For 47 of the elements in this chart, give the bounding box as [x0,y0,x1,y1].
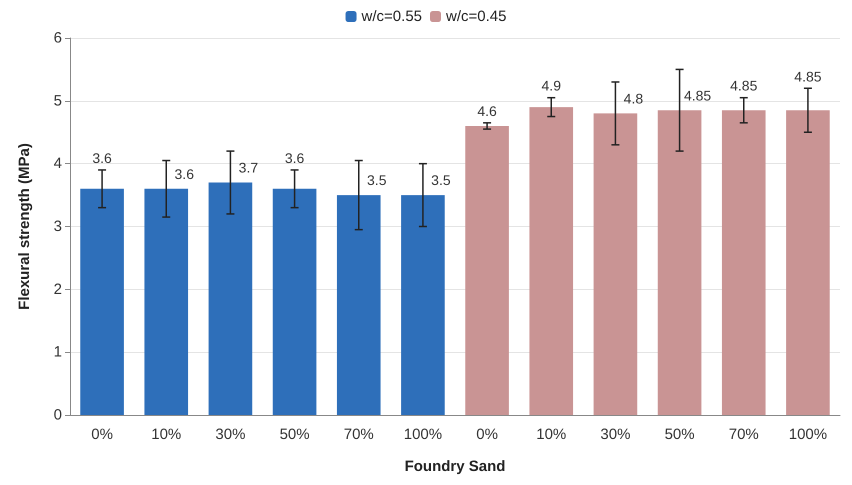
data-label: 3.5 [431,172,451,188]
legend-label: w/c=0.55 [360,8,422,25]
bar [658,110,702,415]
y-tick-label: 3 [54,218,62,235]
legend-label: w/c=0.45 [445,8,506,25]
bar [401,195,445,415]
data-label: 3.6 [174,166,194,182]
data-label: 4.8 [624,90,644,106]
data-label: 3.5 [367,172,387,188]
y-tick-label: 1 [54,344,62,361]
y-tick-label: 5 [54,92,62,110]
x-tick-label: 0% [476,426,498,443]
y-tick-label: 4 [54,155,62,172]
data-label: 3.6 [284,150,305,166]
data-label: 4.85 [684,87,712,104]
bar [208,182,252,415]
data-label: 3.7 [238,160,258,176]
bar [80,188,124,415]
data-label: 4.9 [542,78,562,94]
bar [272,188,316,415]
x-axis-title: Foundry Sand [404,458,506,475]
x-tick-label: 10% [151,426,182,443]
x-tick-label: 10% [536,426,566,443]
x-tick-label: 70% [344,426,374,443]
bar [144,188,188,415]
x-tick-label: 50% [664,426,695,443]
bar [594,113,638,415]
bar [722,110,766,415]
data-label: 4.6 [477,102,498,119]
x-tick-label: 30% [600,426,630,443]
y-tick-label: 0 [54,406,62,424]
data-label: 4.85 [730,78,758,94]
bar [336,195,381,415]
x-tick-label: 100% [404,426,442,443]
x-tick-label: 30% [215,426,246,443]
bar [465,126,509,415]
bar [529,107,574,415]
x-tick-label: 0% [91,426,113,443]
data-label: 3.6 [92,150,112,166]
y-tick-label: 2 [54,280,62,298]
x-tick-label: 50% [280,426,310,443]
y-axis-title: Flexural strength (MPa) [16,143,33,310]
x-tick-label: 70% [728,426,759,443]
data-label: 4.85 [794,68,822,84]
x-tick-label: 100% [788,426,828,443]
bar [786,110,830,415]
y-tick-label: 6 [54,30,62,46]
